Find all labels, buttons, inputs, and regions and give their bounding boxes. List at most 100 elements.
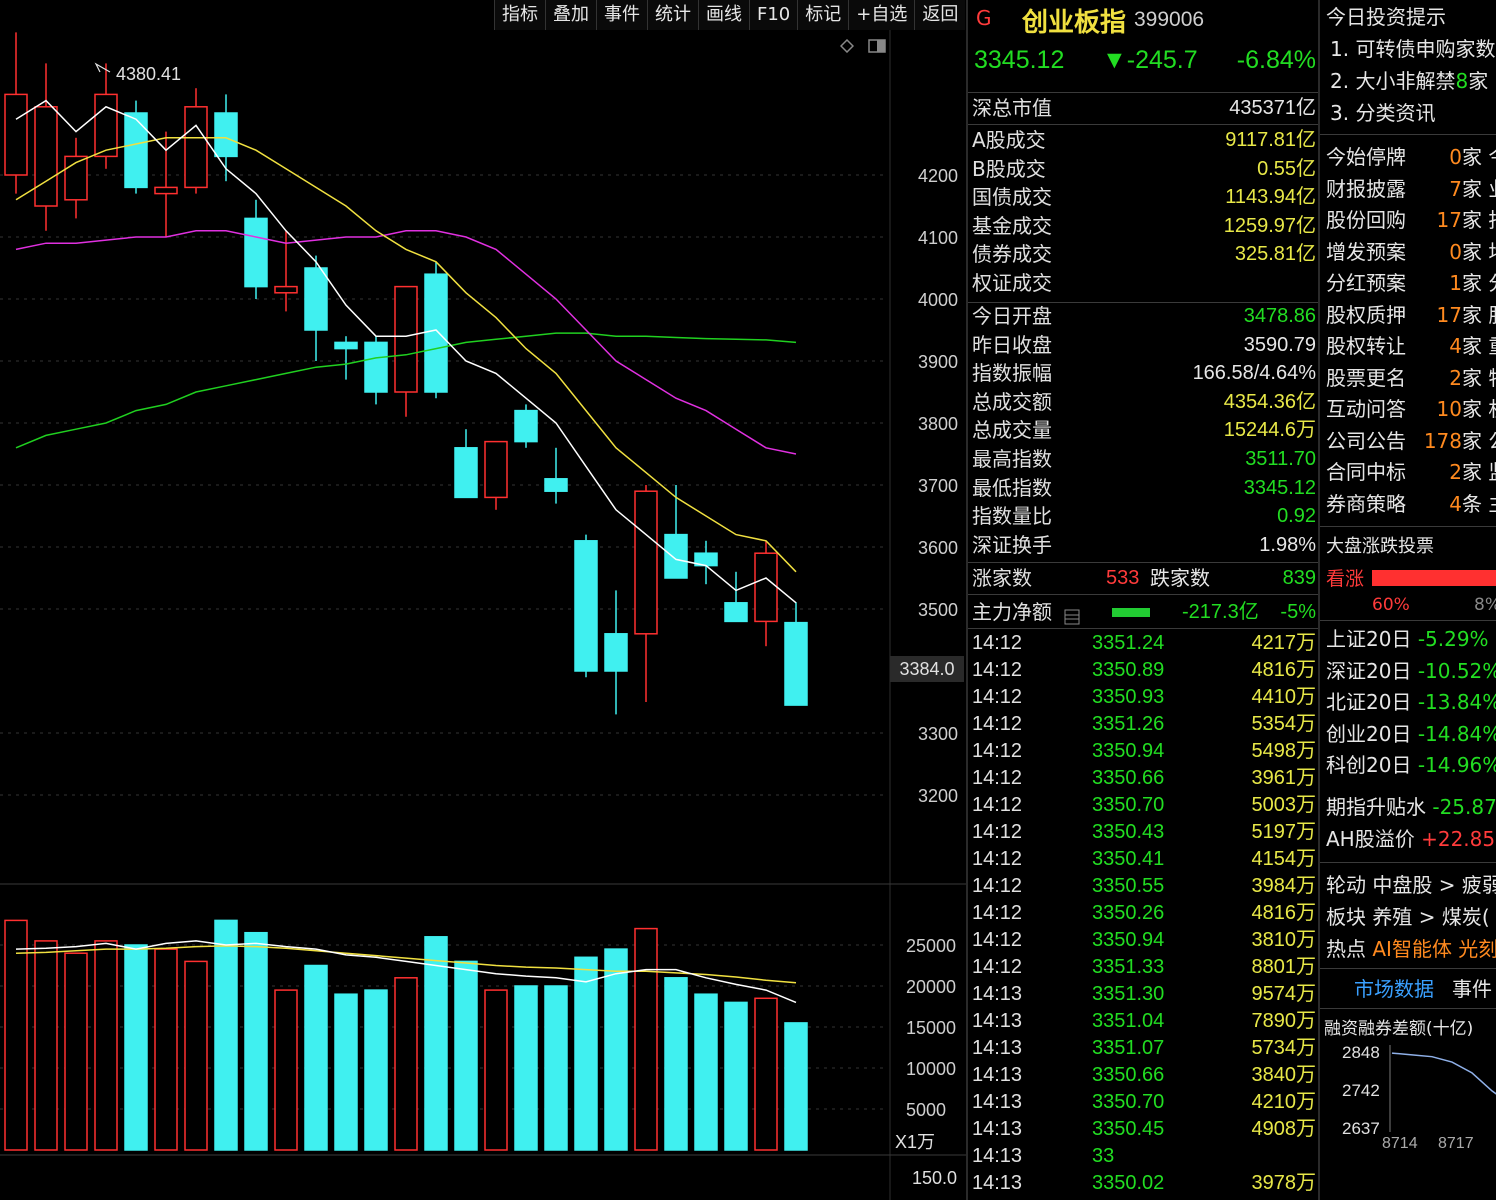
candle-body [364, 341, 388, 393]
volume-bar [274, 989, 298, 1151]
toolbar-button-5[interactable]: F10 [749, 0, 798, 30]
price-tick-label: 3200 [918, 786, 958, 806]
volume-bar [454, 960, 478, 1151]
stat-row: 总成交额 4354.36亿 [972, 389, 1316, 414]
index-code: 399006 [1134, 8, 1205, 31]
volume-tick-label: 25000 [906, 936, 956, 956]
current-price-marker: 3384.0 [890, 656, 964, 682]
total-market-value-row: 深总市值 435371亿 [972, 96, 1316, 120]
table-icon[interactable] [1064, 604, 1080, 625]
candle-body [304, 267, 328, 331]
candle-body [424, 273, 448, 393]
toolbar-button-3[interactable]: 统计 [647, 0, 698, 30]
price-tick-label: 3300 [918, 724, 958, 744]
tick-row: 14:12 3350.94 5498万 [972, 740, 1316, 762]
candle-body [724, 602, 748, 623]
candle-body [454, 447, 478, 499]
vote-up-pct: 60% [1372, 595, 1410, 615]
tip-item[interactable]: 1. 可转债申购家数 [1330, 37, 1496, 61]
futures-basis-row: 期指升贴水 -25.87 [1326, 795, 1496, 819]
turnover-row: 国债成交 1143.94亿 [972, 185, 1316, 210]
price-tick-label: 4100 [918, 228, 958, 248]
kline-chart[interactable]: 4200 4100 4000 3900 3800 3700 3600 3500 3300 3200… [0, 0, 966, 1200]
candle-body [784, 621, 808, 706]
tick-row: 14:13 33 [972, 1145, 1115, 1167]
performance-row: 创业20日 -14.84% [1326, 721, 1496, 746]
tip-item[interactable]: 2. 大小非解禁8家 [1330, 69, 1489, 93]
volume-bar [4, 919, 28, 1151]
tab-market-data[interactable]: 市场数据 [1354, 977, 1434, 1001]
price-tick-label: 3700 [918, 476, 958, 496]
turnover-row: A股成交 9117.81亿 [972, 128, 1316, 152]
candle-body [124, 112, 148, 189]
tip-item[interactable]: 3. 分类资讯 [1330, 101, 1436, 125]
candle-body [4, 93, 28, 176]
margin-series-line [1391, 1052, 1496, 1095]
rotation-row[interactable]: 轮动 中盘股 > 疲弱 [1326, 873, 1496, 897]
volume-ma5-line [15, 940, 797, 1004]
volume-unit-label: X1万 [895, 1132, 936, 1152]
toolbar-button-7[interactable]: +自选 [848, 0, 915, 30]
volume-ma10-line [15, 945, 797, 984]
toolbar-button-4[interactable]: 画线 [698, 0, 749, 30]
toolbar-button-2[interactable]: 事件 [596, 0, 647, 30]
vote-up-label[interactable]: 看涨 [1326, 568, 1365, 590]
volume-bar [544, 985, 568, 1151]
volume-bar [514, 985, 538, 1151]
margin-axis-label: 2742 [1342, 1081, 1380, 1100]
price-tick-label: 3800 [918, 414, 958, 434]
performance-row: 北证20日 -13.84% [1326, 690, 1496, 714]
ma10-line [15, 137, 797, 573]
turnover-row: 权证成交 [972, 271, 1052, 295]
tick-row: 14:12 3351.33 8801万 [972, 956, 1316, 978]
volume-bar [484, 989, 508, 1151]
tab-events[interactable]: 事件 [1452, 977, 1492, 1001]
candle-body [634, 490, 658, 635]
volume-bar [184, 960, 208, 1151]
tick-row: 14:13 3351.07 5734万 [972, 1037, 1316, 1059]
stat-row: 深证换手 1.98% [972, 532, 1316, 557]
kline-chart-area[interactable]: 4200 4100 4000 3900 3800 3700 3600 3500 3300 3200… [0, 0, 966, 1200]
toolbar-button-1[interactable]: 叠加 [545, 0, 596, 30]
diamond-icon[interactable] [839, 38, 855, 54]
stat-row: 总成交量 15244.6万 [972, 418, 1316, 443]
hot-topic-row[interactable]: 热点 AI智能体 光刻 [1326, 937, 1496, 961]
vote-down-pct: 8% [1474, 595, 1496, 615]
toolbar-button-6[interactable]: 标记 [797, 0, 849, 30]
tick-row: 14:12 3350.93 4410万 [972, 686, 1316, 708]
volume-tick-label: 5000 [906, 1100, 946, 1120]
volume-bar [34, 940, 58, 1151]
tick-row: 14:12 3350.43 5197万 [972, 821, 1316, 843]
panel-toggle-icon[interactable] [868, 38, 886, 53]
price-tick-label: 4000 [918, 290, 958, 310]
toolbar-button-8[interactable]: 返回 [914, 0, 966, 30]
volume-tick-label: 10000 [906, 1059, 956, 1079]
tick-row: 14:13 3350.02 3978万 [972, 1172, 1316, 1194]
index-name: 创业板指 [1022, 8, 1127, 38]
volume-bar [694, 993, 718, 1151]
price-tick-label: 3900 [918, 352, 958, 372]
stat-row: 指数振幅 166.58/4.64% [972, 361, 1316, 386]
margin-date-label: 8717 [1438, 1135, 1474, 1152]
candle-body [34, 106, 58, 207]
toolbar-button-0[interactable]: 指标 [494, 0, 545, 30]
candle-body [94, 93, 118, 158]
price-tick-label: 3500 [918, 600, 958, 620]
tick-row: 14:13 3350.45 4908万 [972, 1118, 1316, 1140]
volume-bar [394, 977, 418, 1151]
ma5-line [15, 99, 797, 604]
sector-row[interactable]: 板块 养殖 > 煤炭( [1326, 905, 1490, 929]
